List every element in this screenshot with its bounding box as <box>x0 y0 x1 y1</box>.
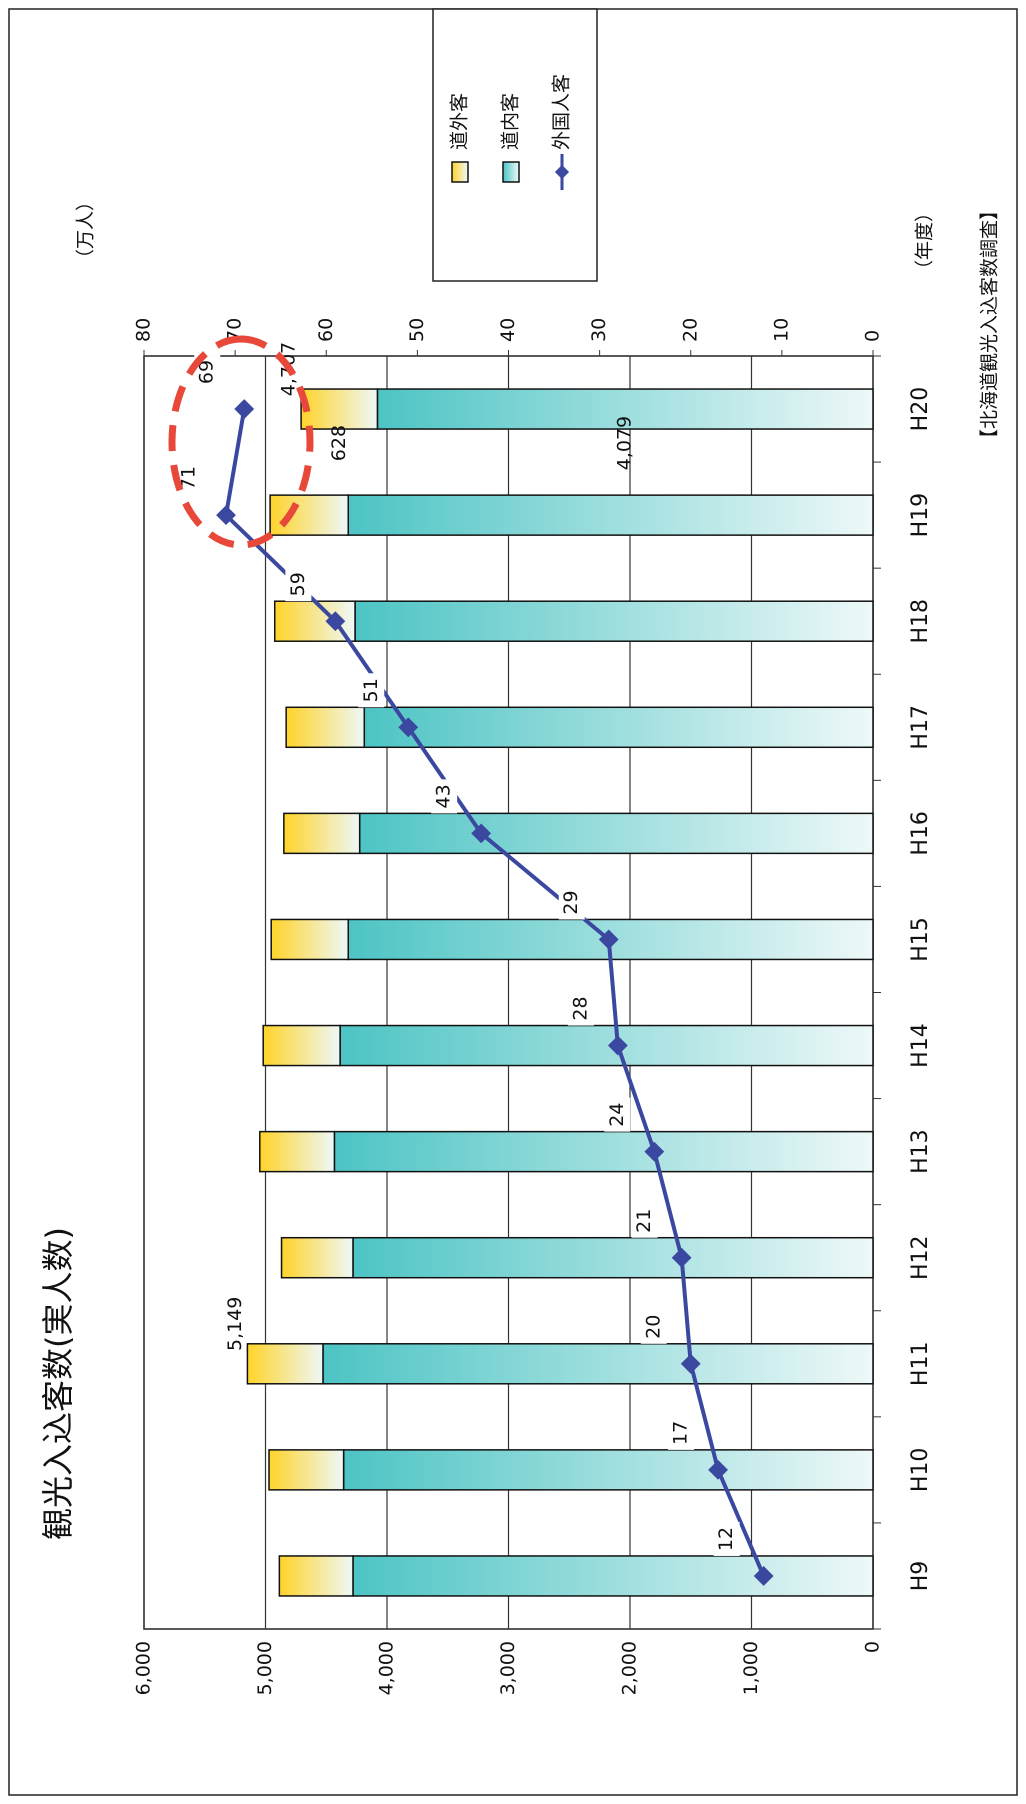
y2-tick-label: 60 <box>315 318 337 342</box>
bar <box>259 1130 336 1173</box>
marker <box>234 399 255 419</box>
label-box <box>285 567 312 602</box>
bar <box>283 812 361 855</box>
y-tick-label: 5,000 <box>254 1641 276 1695</box>
label-box <box>567 991 594 1026</box>
legend-swatch <box>502 161 520 183</box>
y2-tick-label: 50 <box>406 318 428 342</box>
bar <box>352 1555 874 1597</box>
marker <box>671 1247 692 1268</box>
bar <box>268 1449 345 1491</box>
legend-marker <box>554 164 570 180</box>
bar <box>270 918 349 961</box>
label-box <box>668 1415 695 1450</box>
x-tick-label: H14 <box>908 1023 933 1068</box>
legend-swatch <box>451 161 469 183</box>
y2-tick-label: 20 <box>679 318 701 342</box>
data-label: 69 <box>196 360 218 384</box>
x-tick-label: H16 <box>908 811 933 856</box>
rotated-chart: 観光入込客数(実人数) （万人） （年度） 【北海道観光入込客数調査】 0 1,0… <box>39 8 1001 1695</box>
data-label: 59 <box>287 572 309 596</box>
label-box <box>640 1309 667 1344</box>
x-tick-label: H17 <box>908 705 933 750</box>
y2-tick-label: 0 <box>862 330 884 342</box>
legend-label: 道外客 <box>449 93 471 150</box>
legend-label: 外国人客 <box>551 74 573 150</box>
label-box <box>558 885 585 920</box>
y2-tick-label: 30 <box>588 318 610 342</box>
data-label: 12 <box>715 1527 737 1551</box>
bar <box>278 1555 354 1597</box>
x-tick-label: H18 <box>908 599 933 644</box>
bar <box>352 1236 874 1279</box>
data-label: 51 <box>360 678 382 702</box>
x-tick-label: H20 <box>908 387 933 432</box>
marker <box>708 1459 728 1480</box>
bar <box>347 494 874 536</box>
y-tick-label: 1,000 <box>740 1641 762 1695</box>
marker <box>607 1035 628 1056</box>
y2-axis-title: （万人） <box>75 192 97 268</box>
bar <box>246 1343 324 1385</box>
data-label: 29 <box>560 890 582 914</box>
marker <box>644 1141 665 1162</box>
label-box <box>713 1521 740 1556</box>
data-label: 43 <box>433 784 455 808</box>
x-axis-title: （年度） <box>914 203 936 279</box>
data-label: 20 <box>642 1315 664 1339</box>
label-box <box>358 673 385 708</box>
bar <box>300 388 379 430</box>
legend-label: 道内客 <box>500 93 522 150</box>
data-label: 28 <box>569 996 591 1020</box>
bar <box>280 1236 354 1279</box>
data-label: 24 <box>606 1103 628 1127</box>
bar <box>358 812 874 855</box>
bar <box>354 600 874 642</box>
value-label: 628 <box>328 425 350 461</box>
bar <box>342 1449 874 1491</box>
chart-title: 観光入込客数(実人数) <box>39 1227 77 1540</box>
x-tick-label: H9 <box>908 1561 933 1592</box>
value-label: 4,079 <box>614 416 636 470</box>
label-box <box>631 1203 658 1238</box>
x-tick-label: H15 <box>908 917 933 962</box>
marker <box>471 823 492 844</box>
x-tick-label: H10 <box>908 1448 933 1493</box>
label-box <box>431 779 458 814</box>
source: 【北海道観光入込客数調査】 <box>979 201 1001 448</box>
y2-tick-label: 10 <box>770 318 792 342</box>
y-tick-label: 0 <box>862 1641 884 1653</box>
marker <box>598 929 619 950</box>
data-label: 21 <box>633 1209 655 1233</box>
x-tick-label: H19 <box>908 493 933 538</box>
x-tick-label: H13 <box>908 1129 933 1174</box>
legend <box>432 8 598 282</box>
highlight <box>168 335 314 549</box>
bar <box>262 1024 341 1067</box>
bar <box>322 1343 874 1385</box>
y2-tick-label: 40 <box>497 318 519 342</box>
label-box <box>176 461 203 496</box>
label-box <box>604 1097 631 1132</box>
bar <box>339 1024 874 1067</box>
y-tick-label: 4,000 <box>376 1641 398 1695</box>
y-tick-label: 6,000 <box>133 1641 155 1695</box>
bar <box>269 494 349 536</box>
x-tick-label: H12 <box>908 1235 933 1280</box>
y-tick-label: 2,000 <box>619 1641 641 1695</box>
bar <box>285 706 366 749</box>
y-tick-label: 3,000 <box>497 1641 519 1695</box>
line <box>223 408 766 1577</box>
data-label: 71 <box>178 466 200 490</box>
y2-tick-label: 80 <box>133 318 155 342</box>
x-tick-label: H11 <box>908 1342 933 1387</box>
bar <box>333 1130 874 1173</box>
data-label: 17 <box>670 1421 692 1445</box>
bar <box>363 706 874 749</box>
total-label: 5,149 <box>224 1297 246 1351</box>
marker <box>216 505 236 526</box>
